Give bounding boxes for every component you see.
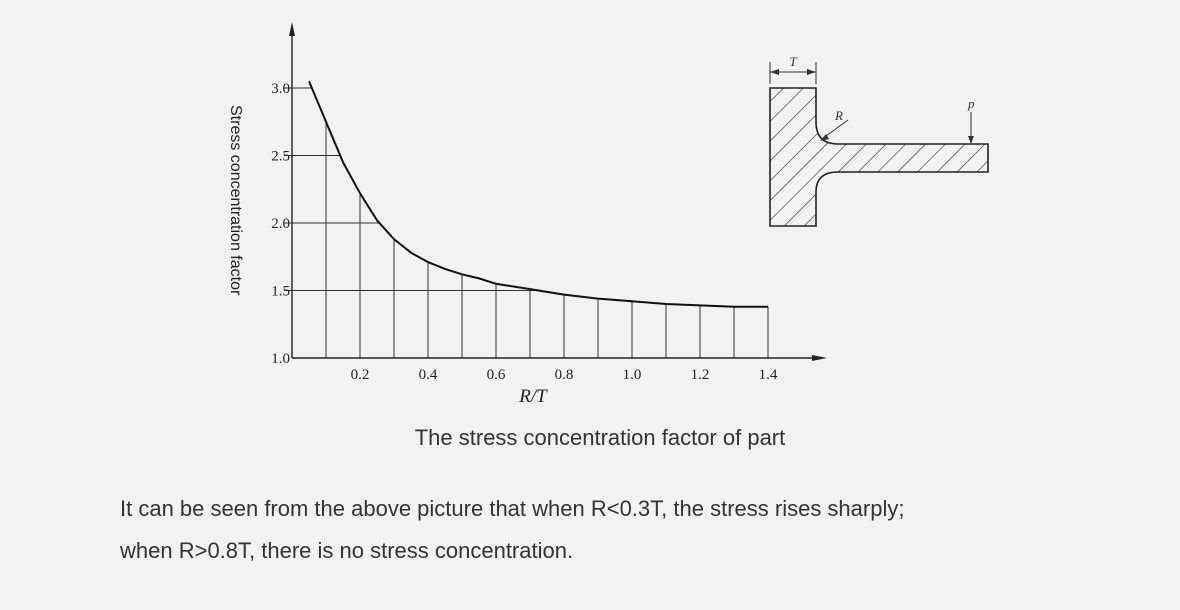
radius-arrow	[820, 134, 829, 141]
x-tick-label: 1.0	[623, 367, 642, 383]
axes	[289, 22, 827, 361]
load-label: p	[967, 96, 975, 111]
grid-lines	[284, 87, 769, 358]
dimension-arrow-left	[770, 69, 779, 75]
x-tick-label: 0.4	[419, 367, 438, 383]
radius-label: R	[834, 108, 843, 123]
stress-chart: 1.0 1.5 2.0 2.5 3.0 0.2 0.4 0.6 0.8 1.0 1.2 1.4 R/…	[271, 22, 989, 407]
description-line-2: when R>0.8T, there is no stress concentr…	[120, 538, 574, 563]
x-tick-label: 1.2	[691, 367, 710, 383]
x-axis-title: R/T	[518, 386, 548, 407]
y-tick-label: 2.0	[271, 216, 290, 232]
figure-caption: The stress concentration factor of part	[414, 425, 786, 450]
part-diagram: T R p	[769, 54, 989, 227]
thickness-label: T	[789, 54, 797, 69]
x-tick-label: 0.8	[555, 367, 574, 383]
dimension-arrow-right	[807, 69, 816, 75]
stress-curve	[308, 80, 768, 308]
y-tick-label: 1.5	[271, 284, 290, 300]
x-tick-label: 0.6	[487, 367, 506, 383]
y-tick-labels: 1.0 1.5 2.0 2.5 3.0	[271, 81, 290, 367]
x-tick-labels: 0.2 0.4 0.6 0.8 1.0 1.2 1.4	[351, 367, 778, 383]
y-axis-arrow	[289, 22, 295, 36]
x-tick-label: 0.2	[351, 367, 370, 383]
y-tick-label: 1.0	[271, 351, 290, 367]
part-cross-section	[769, 87, 989, 227]
x-tick-label: 1.4	[759, 367, 778, 383]
description-paragraph: It can be seen from the above picture th…	[120, 488, 1100, 572]
load-arrow-head	[968, 136, 974, 144]
description-line-1: It can be seen from the above picture th…	[120, 496, 905, 521]
y-tick-label: 2.5	[271, 149, 290, 165]
x-axis-arrow	[812, 355, 827, 361]
y-axis-title: Stress concentration factor	[227, 105, 244, 296]
y-tick-label: 3.0	[271, 81, 290, 97]
